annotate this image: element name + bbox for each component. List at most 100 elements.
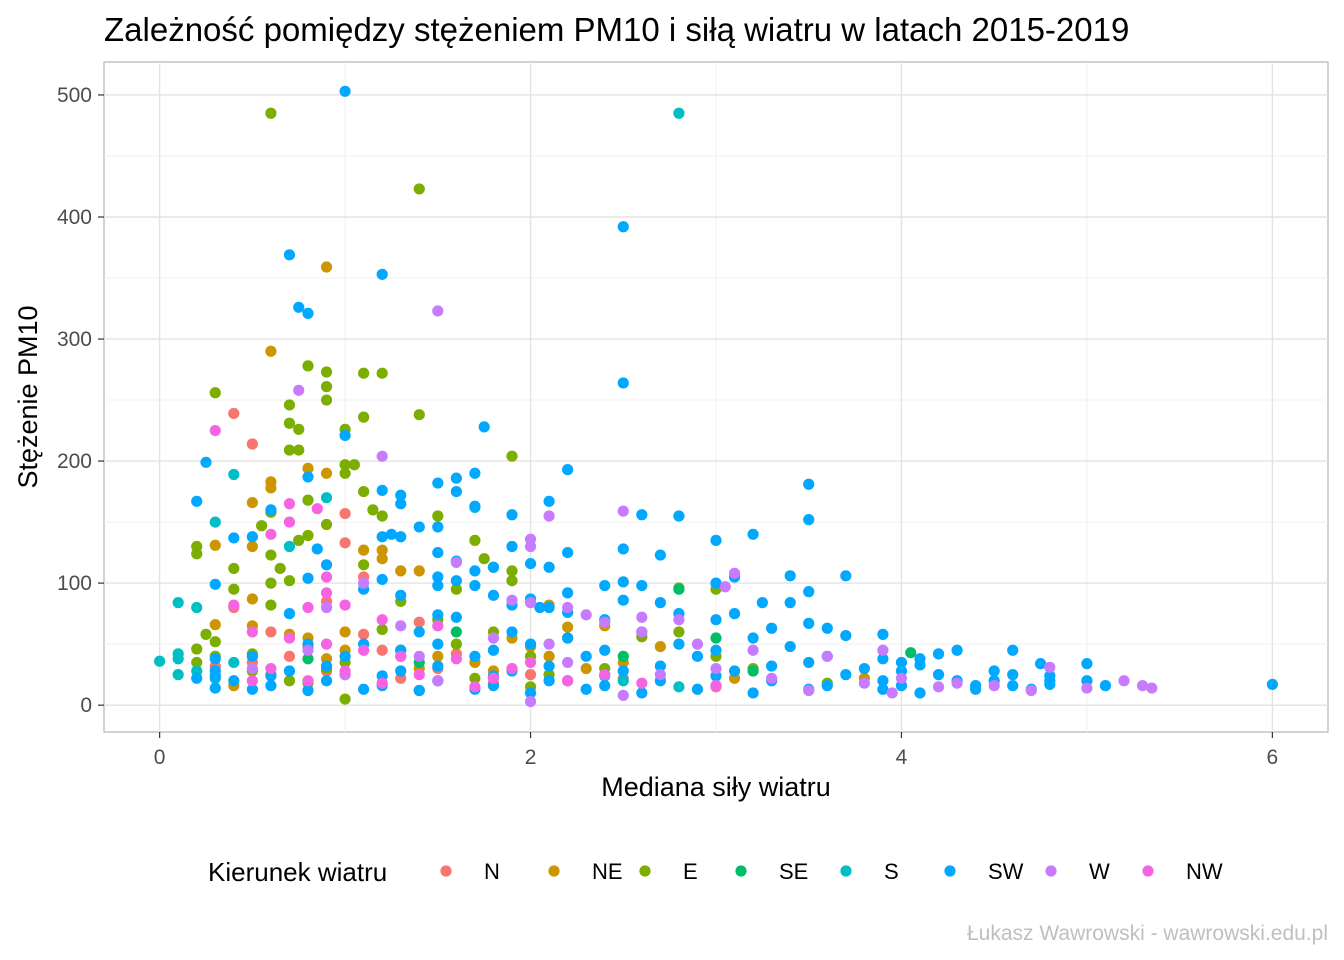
- data-point: [951, 644, 963, 656]
- data-point: [747, 665, 759, 677]
- data-point: [376, 268, 388, 280]
- data-point: [432, 650, 444, 662]
- data-point: [599, 644, 611, 656]
- data-point: [200, 456, 212, 468]
- data-point: [283, 249, 296, 261]
- data-point: [821, 680, 833, 692]
- data-point: [283, 608, 296, 620]
- data-point: [395, 620, 407, 632]
- legend-label: SW: [988, 859, 1024, 884]
- data-point: [487, 561, 500, 573]
- data-point: [246, 662, 258, 675]
- data-point: [580, 683, 592, 695]
- data-point: [654, 549, 666, 561]
- data-point: [450, 653, 462, 665]
- data-point: [358, 544, 370, 556]
- data-point: [413, 650, 425, 662]
- data-point: [246, 593, 258, 605]
- data-point: [562, 464, 574, 476]
- data-point: [302, 653, 314, 665]
- data-point: [265, 577, 277, 589]
- data-point: [524, 695, 537, 708]
- data-point: [877, 644, 889, 656]
- data-point: [228, 599, 240, 611]
- data-point: [339, 459, 351, 471]
- data-point: [747, 528, 759, 540]
- data-point: [432, 547, 444, 559]
- data-point: [246, 650, 258, 662]
- data-point: [803, 656, 815, 669]
- data-point: [543, 675, 555, 687]
- y-tick-label: 200: [57, 450, 92, 473]
- data-point: [617, 505, 629, 517]
- data-point: [246, 531, 258, 543]
- data-point: [821, 650, 833, 662]
- data-point: [228, 562, 240, 575]
- legend-key-nw: [1142, 865, 1154, 877]
- data-point: [293, 444, 305, 456]
- data-point: [283, 632, 296, 644]
- data-point: [1007, 680, 1019, 692]
- data-point: [469, 467, 481, 479]
- legend-key-ne: [548, 865, 560, 877]
- data-point: [376, 544, 388, 556]
- data-point: [450, 611, 462, 623]
- data-point: [265, 345, 277, 357]
- series-nw: [209, 424, 722, 693]
- data-point: [710, 632, 722, 644]
- data-point: [524, 687, 537, 699]
- data-point: [673, 510, 685, 522]
- data-point: [543, 510, 555, 522]
- data-point: [803, 478, 815, 490]
- data-point: [228, 532, 240, 544]
- data-point: [339, 665, 351, 677]
- data-point: [562, 632, 574, 644]
- data-point: [311, 503, 323, 515]
- data-point: [320, 587, 333, 599]
- data-point: [914, 687, 926, 699]
- data-point: [311, 543, 323, 555]
- data-point: [228, 656, 240, 669]
- data-point: [385, 528, 398, 540]
- data-point: [320, 675, 333, 687]
- data-point: [283, 417, 296, 429]
- data-point: [636, 687, 648, 699]
- data-point: [191, 548, 203, 560]
- data-point: [320, 394, 333, 406]
- data-point: [432, 510, 444, 522]
- data-point: [543, 561, 555, 573]
- data-point: [339, 599, 351, 611]
- legend-key-w: [1045, 865, 1057, 877]
- data-point: [562, 675, 574, 687]
- data-point: [265, 680, 277, 692]
- legend-label: NE: [592, 859, 623, 884]
- data-point: [970, 683, 982, 695]
- data-point: [562, 547, 574, 559]
- data-point: [617, 576, 629, 588]
- data-point: [376, 510, 388, 522]
- data-point: [246, 438, 258, 450]
- data-point: [895, 656, 908, 669]
- data-point: [265, 626, 277, 638]
- data-point: [932, 681, 945, 693]
- data-point: [469, 681, 481, 693]
- data-point: [209, 516, 221, 528]
- data-point: [877, 653, 889, 665]
- data-point: [728, 665, 741, 677]
- data-point: [302, 307, 314, 320]
- data-point: [803, 514, 815, 526]
- data-point: [283, 575, 296, 587]
- data-point: [339, 467, 351, 479]
- data-point: [599, 669, 611, 681]
- data-point: [877, 675, 889, 687]
- data-point: [376, 367, 388, 379]
- data-point: [524, 557, 537, 570]
- data-point: [580, 650, 592, 662]
- data-point: [543, 495, 555, 507]
- data-point: [293, 423, 305, 435]
- data-point: [209, 424, 221, 437]
- data-point: [339, 693, 351, 705]
- data-point: [673, 681, 685, 693]
- data-point: [478, 421, 490, 433]
- data-point: [858, 677, 870, 689]
